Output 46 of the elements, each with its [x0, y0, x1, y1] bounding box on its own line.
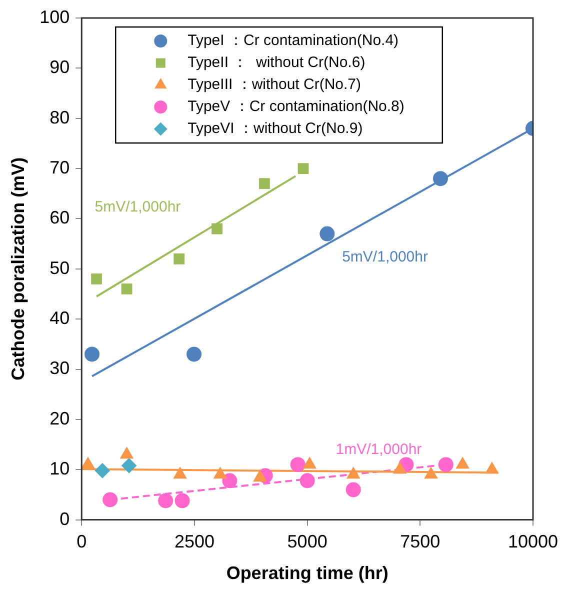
y-tick-label: 80 [50, 107, 70, 128]
y-tick-label: 60 [50, 208, 70, 228]
x-tick-label: 2500 [174, 532, 214, 552]
legend-label: TypeVI ：without Cr(No.9) [188, 120, 363, 138]
x-tick-label: 5000 [287, 532, 328, 552]
y-tick-label: 10 [50, 458, 70, 479]
y-tick-label: 50 [50, 258, 70, 278]
series-label: 5mV/1,000hr [342, 248, 428, 266]
series-label: 5mV/1,000hr [94, 198, 181, 216]
point [346, 482, 361, 498]
series-label: 1mV/1,000hr [336, 440, 422, 458]
point [432, 171, 448, 186]
point [298, 163, 309, 174]
point [258, 178, 270, 190]
x-tick-label: 0 [76, 532, 87, 552]
legend-label: TypeIII ：without Cr(No.7) [188, 76, 362, 94]
point [102, 492, 118, 508]
point [94, 463, 110, 478]
y-tick-label: 90 [50, 57, 70, 78]
point [84, 346, 100, 362]
point [438, 457, 454, 472]
point [174, 493, 190, 508]
y-tick-label: 70 [50, 158, 70, 178]
point [122, 458, 137, 474]
point [174, 253, 185, 264]
y-tick-label: 30 [50, 358, 70, 378]
y-tick-label: 40 [50, 308, 70, 328]
y-tick-label: 20 [50, 408, 70, 428]
y-tick-label: 100 [40, 6, 70, 27]
legend-label: TypeI ：Cr contamination(No.4) [188, 32, 399, 50]
x-tick-label: 10000 [508, 532, 558, 552]
y-axis-title: Cathode poralization (mV) [8, 157, 28, 380]
point [320, 226, 335, 242]
point [222, 473, 238, 488]
y-tick-label: 0 [60, 508, 70, 529]
point [91, 273, 102, 284]
legend-label: TypeII ： without Cr(No.6) [188, 54, 366, 72]
point [300, 473, 315, 488]
point [121, 284, 132, 294]
point [186, 346, 202, 362]
point [158, 493, 174, 508]
point [290, 457, 306, 472]
x-axis-title: Operating time (hr) [226, 563, 388, 584]
legend-label: TypeV ：Cr contamination(No.8) [188, 98, 404, 116]
point [212, 223, 222, 234]
x-tick-label: 7500 [400, 532, 440, 552]
